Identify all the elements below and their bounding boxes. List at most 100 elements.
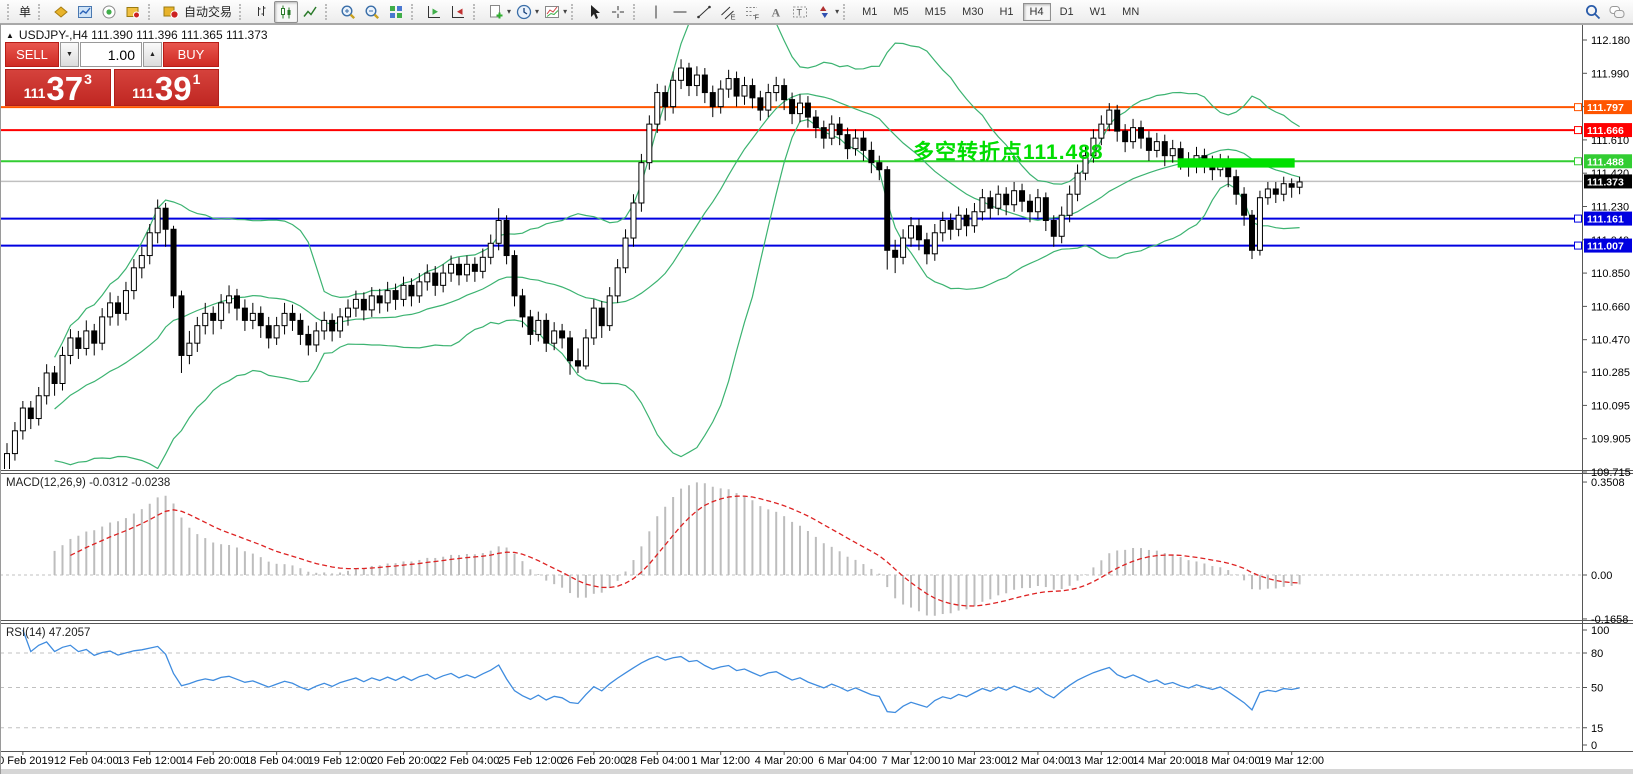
svg-text:111.990: 111.990 xyxy=(1591,68,1629,80)
fibonacci-icon[interactable]: F xyxy=(740,1,764,23)
timeframe-MN-button[interactable]: MN xyxy=(1122,5,1140,18)
tile-windows-icon[interactable] xyxy=(384,1,408,23)
timeframe-D1-button[interactable]: D1 xyxy=(1059,5,1074,18)
vline-icon[interactable] xyxy=(644,1,668,23)
chart-autoscroll-icon[interactable] xyxy=(446,1,470,23)
svg-text:20 Feb 20:00: 20 Feb 20:00 xyxy=(371,755,436,767)
timeframe-M5-button[interactable]: M5 xyxy=(893,5,909,18)
buy-price-big: 39 xyxy=(154,69,192,107)
price-chip xyxy=(1584,238,1632,253)
svg-text:100: 100 xyxy=(1591,625,1609,637)
svg-text:28 Feb 04:00: 28 Feb 04:00 xyxy=(625,755,690,767)
dropdown-arrow-icon[interactable]: ▾ xyxy=(563,7,568,16)
toolbar-grip xyxy=(633,3,640,20)
buy-price-sup: 1 xyxy=(192,71,201,87)
dropdown-arrow-icon[interactable]: ▾ xyxy=(507,7,512,16)
chat-icon[interactable] xyxy=(1605,1,1629,23)
timeframe-M1-button[interactable]: M1 xyxy=(862,5,878,18)
indicators-icon[interactable] xyxy=(484,1,508,23)
market-watch-icon[interactable] xyxy=(121,1,145,23)
svg-text:15: 15 xyxy=(1591,723,1603,735)
sell-button[interactable]: SELL xyxy=(5,42,59,67)
signal-icon[interactable] xyxy=(97,1,121,23)
chart-window-icon[interactable] xyxy=(73,1,97,23)
price-axis[interactable]: 112.180111.990111.800111.610111.420111.2… xyxy=(1574,35,1633,479)
svg-text:111.666: 111.666 xyxy=(1587,125,1624,137)
price-chip xyxy=(1584,100,1632,115)
svg-text:4 Mar 20:00: 4 Mar 20:00 xyxy=(755,755,814,767)
timeframe-H4-button[interactable]: H4 xyxy=(1022,2,1051,21)
dropdown-arrow-icon[interactable]: ▾ xyxy=(835,7,840,16)
arrows-icon[interactable] xyxy=(812,1,836,23)
macd-pane[interactable] xyxy=(0,482,1582,616)
svg-text:25 Feb 12:00: 25 Feb 12:00 xyxy=(498,755,563,767)
toolbar: 单 自动交易 ▾ ▾ ▾ E F A T ▾ M1 M5 M15 M30 H1 H4 D1 W1 MN xyxy=(0,0,1633,24)
highlight-zone-rect[interactable] xyxy=(1177,158,1295,168)
periods-icon[interactable] xyxy=(512,1,536,23)
timeframe-M30-button[interactable]: M30 xyxy=(962,5,984,18)
svg-text:A: A xyxy=(772,5,781,19)
toolbar-grip xyxy=(325,3,332,20)
buy-price-display[interactable]: 111 39 1 xyxy=(113,69,219,107)
price-chip xyxy=(1584,123,1632,138)
buy-button[interactable]: BUY xyxy=(163,42,219,67)
label-icon[interactable]: T xyxy=(788,1,812,23)
autotrading-label[interactable]: 自动交易 xyxy=(184,5,233,19)
zoom-in-icon[interactable] xyxy=(336,1,360,23)
sell-price-sup: 3 xyxy=(84,71,92,87)
collapse-triangle-icon[interactable]: ▲ xyxy=(6,30,14,40)
candlestick-icon[interactable] xyxy=(274,0,299,23)
dropdown-arrow-icon[interactable]: ▾ xyxy=(535,7,540,16)
timeframe-W1-button[interactable]: W1 xyxy=(1089,5,1107,18)
main-chart-pane[interactable] xyxy=(0,0,1582,475)
svg-text:13 Mar 12:00: 13 Mar 12:00 xyxy=(1069,755,1134,767)
svg-text:26 Feb 20:00: 26 Feb 20:00 xyxy=(561,755,626,767)
one-click-trading-panel: SELL ▼ 1.00 ▲ BUY 111 37 3 111 39 1 xyxy=(5,42,219,106)
macd-indicator-label: MACD(12,26,9) -0.0312 -0.0238 xyxy=(6,477,171,489)
templates-icon[interactable] xyxy=(540,1,564,23)
rsi-axis[interactable]: 100 80 50 15 0 xyxy=(1582,625,1609,752)
toolbar-grip xyxy=(148,3,155,20)
svg-text:110.660: 110.660 xyxy=(1591,301,1630,313)
svg-text:T: T xyxy=(797,7,803,17)
autotrading-icon[interactable] xyxy=(159,1,183,23)
svg-text:18 Feb 04:00: 18 Feb 04:00 xyxy=(244,755,309,767)
trendline-icon[interactable] xyxy=(692,1,716,23)
svg-text:0: 0 xyxy=(1591,740,1597,752)
rsi-pane[interactable] xyxy=(0,629,1582,729)
cursor-icon[interactable] xyxy=(582,1,606,23)
crosshair-icon[interactable] xyxy=(606,1,630,23)
sell-price-display[interactable]: 111 37 3 xyxy=(5,69,111,106)
zoom-out-icon[interactable] xyxy=(360,1,384,23)
chart-annotation-text[interactable]: 多空转折点111.488 xyxy=(913,141,1104,164)
order-book-icon[interactable] xyxy=(49,1,73,23)
svg-text:111.373: 111.373 xyxy=(1587,176,1624,188)
svg-text:112.180: 112.180 xyxy=(1591,35,1630,47)
hline-icon[interactable] xyxy=(668,1,692,23)
macd-axis[interactable]: 0.3508 0.00 -0.1658 xyxy=(1582,477,1628,626)
price-chip xyxy=(1584,211,1632,226)
channel-icon[interactable]: E xyxy=(716,1,740,23)
timeframe-H1-button[interactable]: H1 xyxy=(999,5,1014,18)
candles xyxy=(4,59,1303,469)
volume-increase-button[interactable]: ▲ xyxy=(143,42,162,67)
toolbar-grip xyxy=(843,3,850,20)
search-icon[interactable] xyxy=(1581,1,1605,23)
price-chip xyxy=(1584,154,1632,169)
svg-text:110.285: 110.285 xyxy=(1591,367,1630,379)
line-chart-icon[interactable] xyxy=(298,1,322,23)
chart-shift-icon[interactable] xyxy=(422,1,446,23)
svg-text:110.095: 110.095 xyxy=(1591,400,1630,412)
new-order-label[interactable]: 单 xyxy=(19,5,32,19)
volume-decrease-button[interactable]: ▼ xyxy=(60,42,79,67)
text-icon[interactable]: A xyxy=(764,1,788,23)
horizontal-level-lines[interactable] xyxy=(0,106,1582,247)
volume-input[interactable]: 1.00 xyxy=(80,42,142,67)
svg-text:50: 50 xyxy=(1591,683,1603,695)
timeframe-M15-button[interactable]: M15 xyxy=(924,5,947,18)
price-chip xyxy=(1584,174,1632,189)
macd-histogram xyxy=(53,482,1301,616)
bar-chart-icon[interactable] xyxy=(250,1,274,23)
